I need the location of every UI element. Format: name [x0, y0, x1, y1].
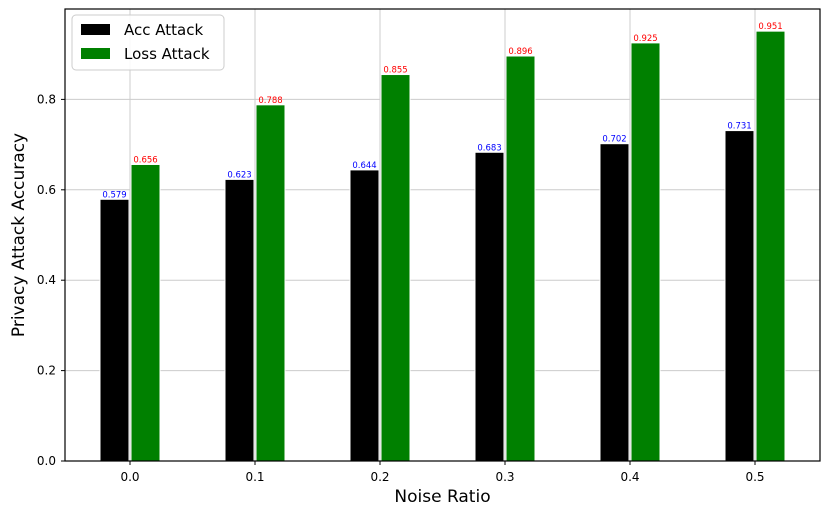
bars — [99, 30, 786, 462]
bar-acc-attack — [99, 198, 130, 462]
legend-swatch — [81, 48, 110, 59]
bar-value-label: 0.925 — [633, 34, 657, 44]
bar-acc-attack — [724, 130, 755, 462]
bar-value-label: 0.788 — [258, 96, 282, 106]
legend-label: Acc Attack — [124, 21, 203, 39]
bar-value-label: 0.896 — [508, 47, 532, 57]
bar-value-label: 0.623 — [227, 170, 251, 180]
x-axis-ticks: 0.0 0.1 0.2 0.3 0.4 0.5 — [120, 461, 765, 484]
bar-value-label: 0.951 — [758, 22, 782, 32]
bar-value-label: 0.855 — [383, 66, 407, 76]
legend-swatch — [81, 24, 110, 35]
bar-loss-attack — [755, 30, 786, 462]
bar-loss-attack — [130, 163, 161, 462]
y-tick-label: 0.8 — [37, 92, 56, 106]
legend: Acc Attack Loss Attack — [71, 14, 225, 71]
x-tick-label: 0.5 — [745, 470, 764, 484]
bar-acc-attack — [474, 151, 505, 462]
bar-acc-attack — [224, 178, 255, 462]
x-tick-label: 0.2 — [370, 470, 389, 484]
bar-value-label: 0.702 — [602, 135, 626, 145]
y-axis-title: Privacy Attack Accuracy — [9, 133, 29, 337]
bar-acc-attack — [599, 143, 630, 462]
bar-value-label: 0.683 — [477, 143, 501, 153]
y-tick-label: 0.0 — [37, 454, 56, 468]
grid-lines — [65, 9, 820, 462]
x-tick-label: 0.3 — [495, 470, 514, 484]
y-axis-ticks: 0.0 0.2 0.4 0.6 0.8 — [37, 92, 65, 468]
x-tick-label: 0.4 — [620, 470, 639, 484]
bar-value-label: 0.731 — [727, 122, 751, 132]
legend-label: Loss Attack — [124, 45, 210, 63]
x-axis-title: Noise Ratio — [394, 487, 490, 507]
bar-value-label: 0.656 — [133, 155, 157, 165]
y-tick-label: 0.4 — [37, 273, 56, 287]
bar-value-label: 0.579 — [102, 190, 126, 200]
x-tick-label: 0.0 — [120, 470, 139, 484]
y-tick-label: 0.6 — [37, 183, 56, 197]
bar-loss-attack — [630, 42, 661, 462]
bar-loss-attack — [505, 55, 536, 462]
bar-loss-attack — [255, 104, 286, 462]
bar-acc-attack — [349, 169, 380, 462]
y-tick-label: 0.2 — [37, 364, 56, 378]
data-labels: 0.579 0.623 0.644 0.683 0.702 0.731 0.656 0.788… — [102, 22, 782, 200]
x-tick-label: 0.1 — [245, 470, 264, 484]
bar-value-label: 0.644 — [352, 161, 376, 171]
bar-loss-attack — [380, 74, 411, 462]
plot-frame — [64, 8, 821, 462]
